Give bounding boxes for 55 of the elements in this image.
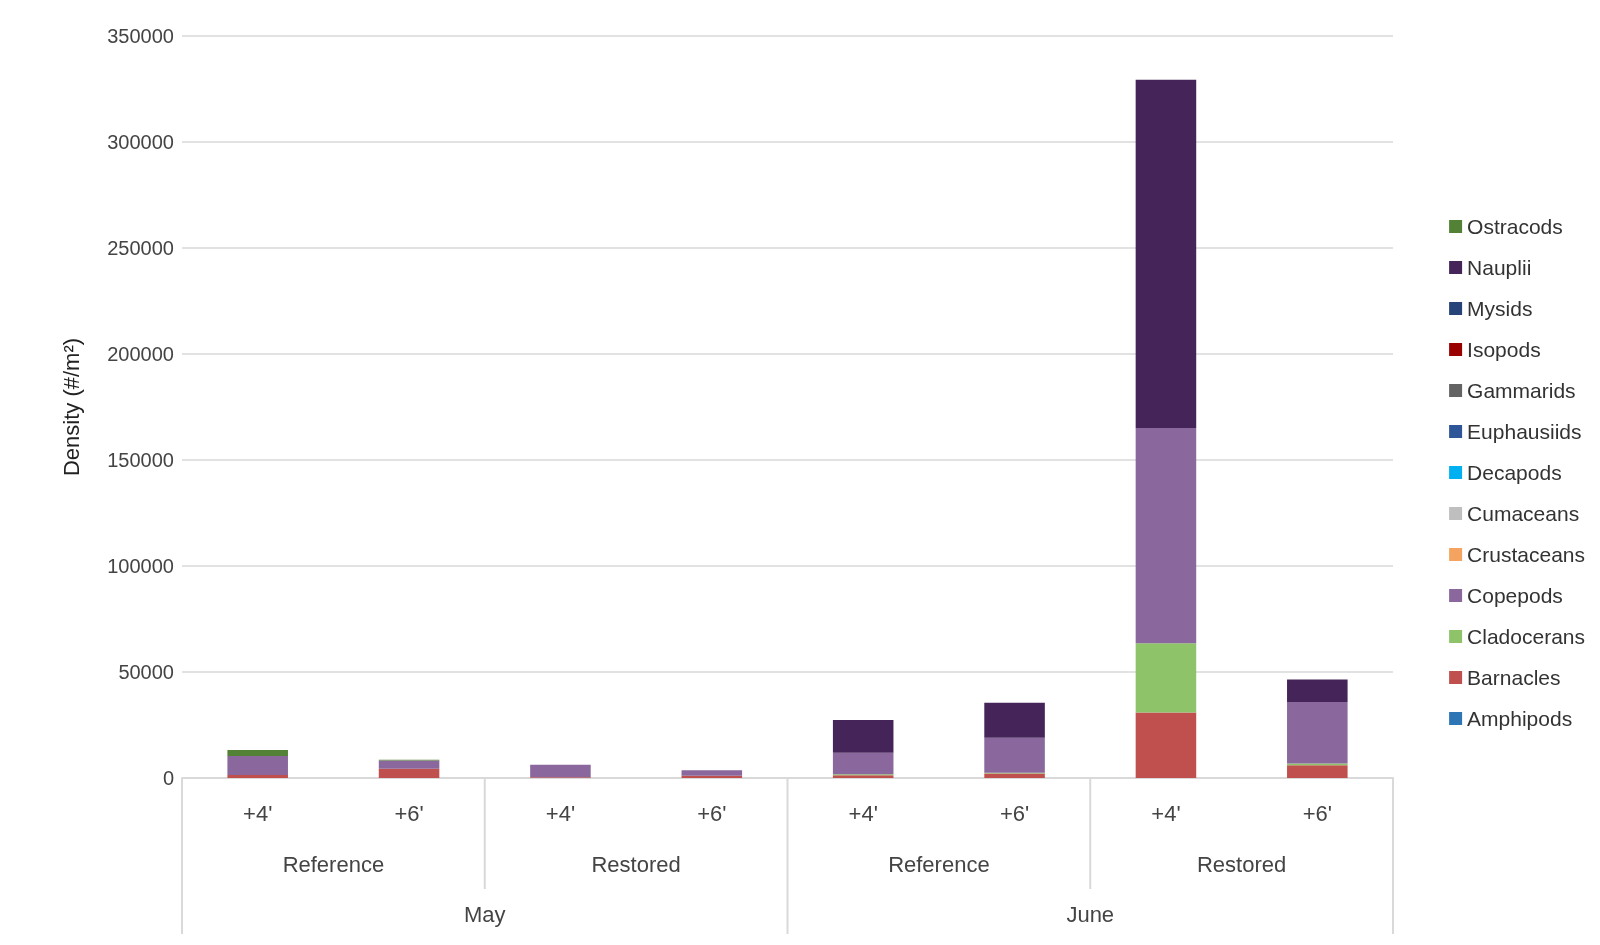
y-tick-label: 100000	[107, 555, 174, 577]
text: Reference	[282, 851, 385, 877]
legend-label: Nauplii	[1467, 256, 1532, 279]
y-tick-label: 200000	[107, 343, 174, 365]
legend-label: Amphipods	[1467, 707, 1573, 730]
bar	[1287, 765, 1348, 778]
bar	[832, 752, 894, 775]
legend-label: Gammarids	[1467, 379, 1576, 402]
legend-label: Mysids	[1467, 297, 1533, 320]
bar	[1135, 643, 1197, 713]
x-tick-label: +4'	[243, 800, 273, 826]
y-tick-label: 50000	[118, 661, 174, 683]
bar	[832, 720, 894, 753]
bar	[227, 755, 288, 776]
y-tick-label: 250000	[107, 237, 174, 259]
legend-label: Cladocerans	[1467, 625, 1586, 648]
legend-label: Decapods	[1467, 461, 1562, 484]
x-tick-label: +6'	[394, 800, 424, 826]
legend-label: Copepods	[1467, 584, 1563, 607]
bar	[530, 764, 591, 778]
bar	[1135, 427, 1197, 644]
text: Restored	[1196, 851, 1287, 877]
y-axis-title: Density (#/m²)	[58, 337, 84, 477]
y-tick-label: 350000	[107, 25, 174, 47]
bar	[1135, 79, 1197, 428]
x-tick-label: +6'	[1302, 800, 1332, 826]
bar	[227, 775, 288, 778]
bar	[984, 702, 1045, 738]
bar	[984, 773, 1045, 778]
bar	[1287, 702, 1348, 764]
x-tick-label: +4'	[545, 800, 576, 826]
bar	[984, 737, 1045, 773]
x-tick-label: +4'	[848, 800, 878, 826]
x-tick-label: +6'	[999, 800, 1030, 826]
bar	[378, 768, 440, 778]
legend-label: Ostracods	[1467, 215, 1563, 238]
legend-label: Barnacles	[1467, 666, 1561, 689]
bar	[681, 770, 743, 776]
bar	[1287, 679, 1348, 703]
text: June	[1066, 901, 1115, 927]
y-tick-label: 150000	[107, 449, 174, 471]
bar	[378, 760, 440, 769]
bar	[1135, 712, 1197, 778]
legend-label: Cumaceans	[1467, 502, 1580, 525]
y-tick-label: 0	[162, 767, 174, 789]
text: May	[463, 901, 506, 927]
y-tick-label: 300000	[107, 131, 174, 153]
x-tick-label: +4'	[1151, 800, 1181, 826]
legend-label: Isopods	[1467, 338, 1541, 361]
x-tick-label: +6'	[697, 800, 727, 826]
legend-label: Crustaceans	[1467, 543, 1585, 566]
text: Restored	[591, 851, 681, 877]
legend-label: Euphausiids	[1467, 420, 1582, 443]
text: Reference	[888, 851, 990, 877]
bar	[227, 750, 288, 756]
